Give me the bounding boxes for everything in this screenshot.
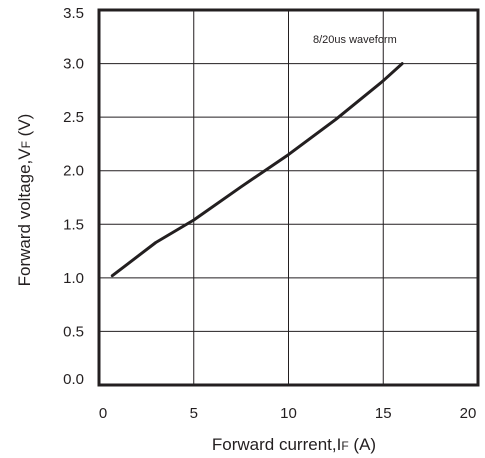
y-tick-label: 2.5: [63, 109, 84, 126]
y-axis-label-subscript: F: [19, 141, 33, 148]
y-tick-label: 3.0: [63, 56, 84, 73]
x-axis-label: Forward current,IF (A): [212, 435, 376, 454]
y-axis-label-unit: (V): [15, 114, 34, 141]
x-tick-label: 15: [375, 405, 392, 422]
y-axis-label: Forward voltage,VF (V): [15, 114, 34, 287]
y-tick-label: 1.5: [63, 216, 84, 233]
x-axis-label-subscript: F: [341, 439, 348, 453]
x-axis-label-unit: (A): [349, 435, 376, 454]
grid: [99, 10, 478, 385]
y-tick-label: 0.5: [63, 323, 84, 340]
x-tick-label: 20: [460, 405, 477, 422]
y-tick-label: 1.0: [63, 270, 84, 287]
series-line: [110, 62, 404, 278]
y-tick-label: 2.0: [63, 163, 84, 180]
y-tick-label: 3.5: [63, 5, 84, 22]
y-tick-labels: 0.0 0.5 1.0 1.5 2.0 2.5 3.0 3.5: [63, 5, 84, 388]
x-tick-label: 0: [99, 405, 107, 422]
x-axis-label-main: Forward current,I: [212, 435, 341, 454]
y-tick-label: 0.0: [63, 371, 84, 388]
x-tick-label: 5: [190, 405, 198, 422]
plot-frame: [97, 8, 480, 387]
annotation-label: 8/20us waveform: [313, 34, 397, 46]
x-tick-label: 10: [280, 405, 297, 422]
y-axis-label-main: Forward voltage,V: [15, 148, 34, 287]
x-tick-labels: 0 5 10 15 20: [99, 405, 477, 422]
